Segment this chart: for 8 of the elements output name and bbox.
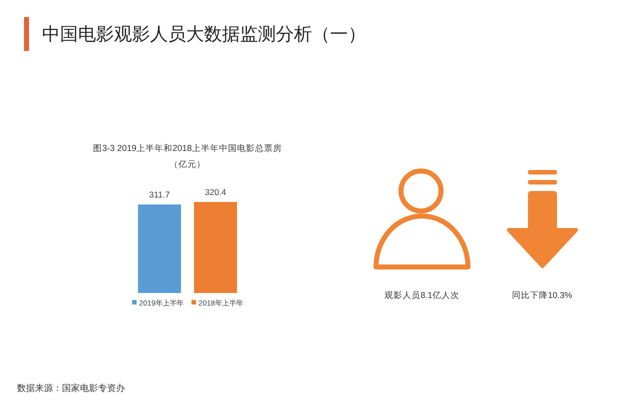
annotation: 数据来源：国家电影专资办 bbox=[17, 383, 125, 393]
ylabel: （亿元） bbox=[170, 159, 206, 169]
subtitle: 图3-3 2019上半年和2018上半年中国电影总票房 bbox=[93, 143, 282, 153]
annotation: 观影人员8.1亿人次 bbox=[384, 290, 460, 300]
data-label: 320.4 bbox=[204, 187, 226, 197]
title: 中国电影观影人员大数据监测分析（一） bbox=[42, 24, 366, 44]
annotation: 同比下降10.3% bbox=[512, 290, 572, 300]
data-label: 311.7 bbox=[149, 189, 170, 200]
